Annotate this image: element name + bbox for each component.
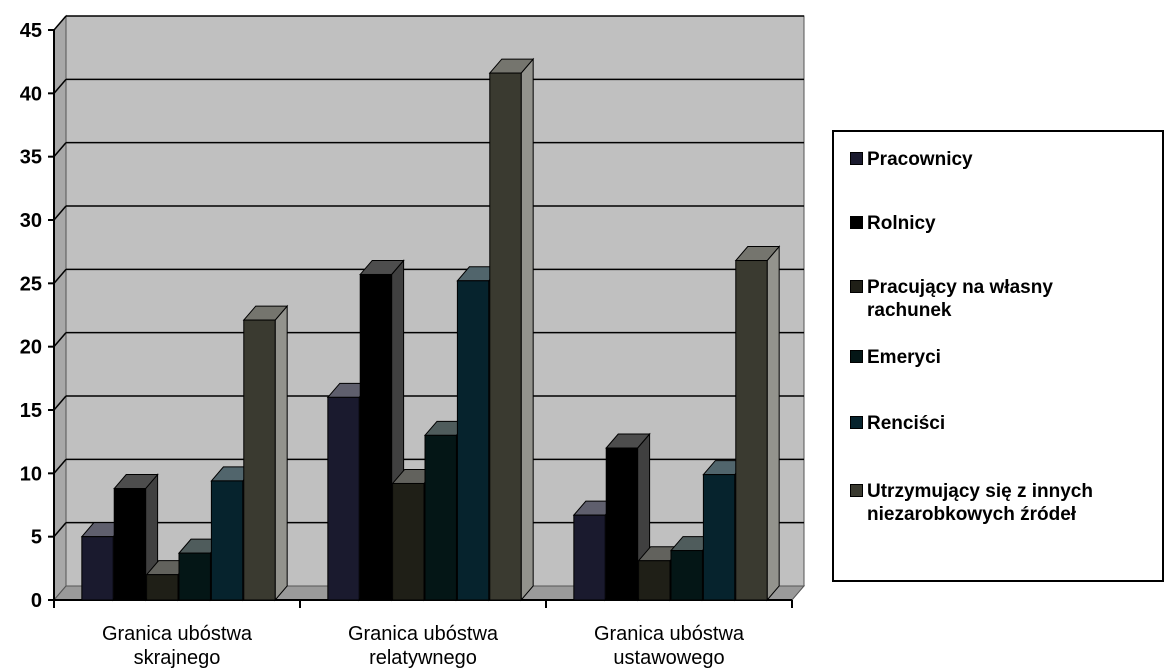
gridline-side xyxy=(53,395,67,411)
x-category-label: Granica ubóstwa xyxy=(102,623,253,645)
y-tick-label: 10 xyxy=(20,463,42,485)
bar xyxy=(392,482,425,601)
bar xyxy=(605,447,639,601)
bar xyxy=(573,514,606,601)
gridline-side xyxy=(53,522,67,538)
bar xyxy=(359,273,393,601)
x-category-label: skrajnego xyxy=(134,647,221,669)
gridline-side xyxy=(53,142,67,158)
y-tick-label: 25 xyxy=(20,273,42,295)
bar xyxy=(81,536,114,601)
y-tick-label: 0 xyxy=(31,590,42,612)
y-tick-label: 15 xyxy=(20,400,42,422)
bar xyxy=(178,552,211,601)
bar xyxy=(670,550,703,601)
legend-label: Pracujący na własny rachunek xyxy=(867,277,1053,321)
bar-side xyxy=(520,57,534,602)
gridline-side xyxy=(53,205,67,221)
gridline-side xyxy=(53,15,67,31)
chart-legend: Pracownicy Rolnicy Pracujący na własny rach… xyxy=(832,130,1164,582)
bar xyxy=(113,488,147,601)
x-category-label: Granica ubóstwa xyxy=(348,623,499,645)
bar-side xyxy=(274,304,288,602)
y-tick-label: 45 xyxy=(20,20,42,42)
legend-swatch xyxy=(850,484,863,497)
bar xyxy=(456,280,490,601)
legend-label: Renciści xyxy=(867,413,946,434)
legend-label: Emeryci xyxy=(867,347,941,368)
legend-item: Emeryci xyxy=(850,346,1157,369)
gridline-side xyxy=(53,78,67,94)
x-category-label: Granica ubóstwa xyxy=(594,623,745,645)
bar xyxy=(210,480,244,601)
gridline-side xyxy=(53,458,67,474)
y-tick-label: 5 xyxy=(31,527,42,549)
x-category-label: ustawowego xyxy=(613,647,724,669)
bar-side xyxy=(766,245,780,602)
legend-swatch xyxy=(850,152,863,165)
legend-item: Utrzymujący się z innych niezarobkowych ź… xyxy=(850,480,1157,526)
bar xyxy=(146,574,179,601)
legend-label: Utrzymujący się z innych niezarobkowych ź… xyxy=(867,481,1093,525)
y-tick-label: 40 xyxy=(20,83,42,105)
x-category-label: relatywnego xyxy=(369,647,477,669)
legend-swatch xyxy=(850,416,863,429)
gridline-side xyxy=(53,268,67,284)
bar xyxy=(489,72,522,601)
legend-item: Pracownicy xyxy=(850,148,1157,171)
gridline-side xyxy=(53,332,67,348)
bar xyxy=(243,319,276,601)
legend-label: Rolnicy xyxy=(867,213,936,234)
y-tick-label: 30 xyxy=(20,210,42,232)
bar xyxy=(702,474,736,601)
legend-label: Pracownicy xyxy=(867,149,973,170)
bar xyxy=(424,434,457,601)
legend-swatch xyxy=(850,280,863,293)
legend-item: Rolnicy xyxy=(850,212,1157,235)
bar xyxy=(327,396,360,601)
legend-swatch xyxy=(850,216,863,229)
plot-side-wall xyxy=(53,14,67,602)
legend-item: Pracujący na własny rachunek xyxy=(850,276,1157,322)
legend-item: Renciści xyxy=(850,412,1157,435)
legend-swatch xyxy=(850,350,863,363)
y-tick-label: 20 xyxy=(20,337,42,359)
bar xyxy=(735,260,768,601)
bar xyxy=(638,560,671,601)
y-tick-label: 35 xyxy=(20,147,42,169)
